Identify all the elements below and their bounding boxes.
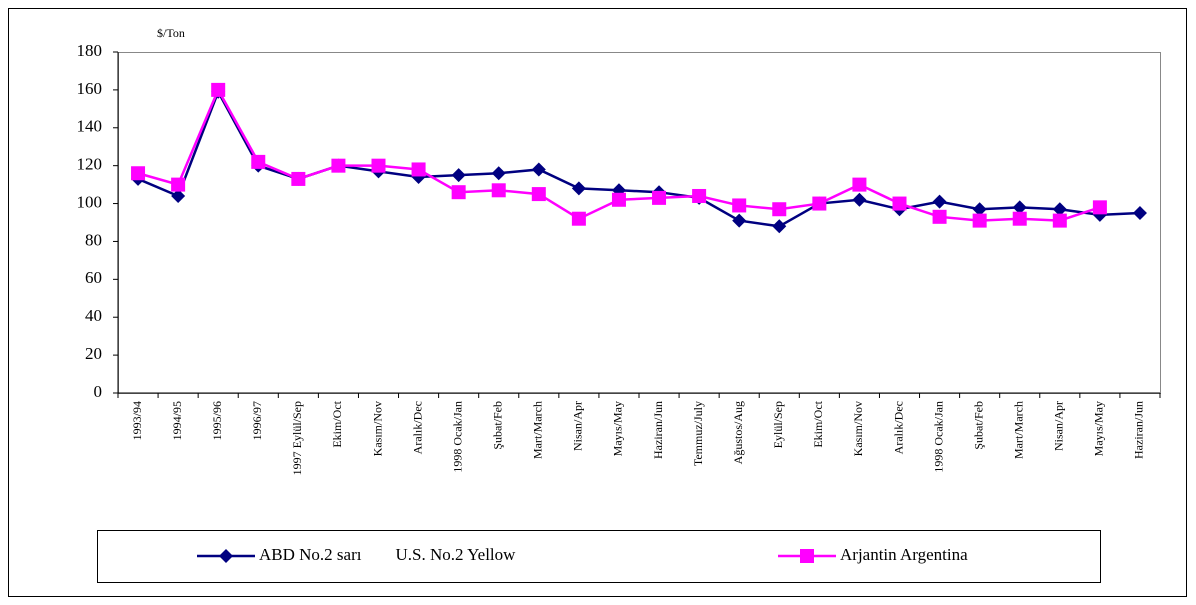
point bbox=[1132, 206, 1147, 221]
x-tick-label: Eylül/Sep bbox=[771, 401, 785, 448]
point bbox=[932, 209, 947, 224]
y-tick-label: 20 bbox=[85, 344, 102, 363]
point bbox=[251, 154, 266, 169]
x-tick-label: Mart/March bbox=[1011, 401, 1025, 459]
point bbox=[171, 177, 186, 192]
y-tick-label: 160 bbox=[77, 79, 103, 98]
legend-marker bbox=[219, 549, 233, 563]
point bbox=[932, 194, 947, 209]
x-tick-label: Ağustos/Aug bbox=[731, 401, 745, 464]
y-tick-label: 60 bbox=[85, 268, 102, 287]
point bbox=[1092, 200, 1107, 215]
y-tick-label: 0 bbox=[94, 382, 103, 401]
x-tick-label: 1994/95 bbox=[170, 401, 184, 440]
point bbox=[692, 188, 707, 203]
point bbox=[972, 202, 987, 217]
point bbox=[131, 166, 146, 181]
point bbox=[812, 196, 827, 211]
point bbox=[1012, 211, 1027, 226]
point bbox=[491, 166, 506, 181]
point bbox=[732, 213, 747, 228]
x-tick-label: Mayıs/May bbox=[1092, 401, 1106, 456]
point bbox=[892, 196, 907, 211]
y-tick-label: 80 bbox=[85, 230, 102, 249]
chart-frame bbox=[8, 8, 1187, 597]
x-tick-label: 1998 Ocak/Jan bbox=[450, 401, 464, 473]
y-tick-label: 100 bbox=[77, 192, 103, 211]
point bbox=[652, 190, 667, 205]
x-tick-label: Şubat/Feb bbox=[971, 401, 985, 450]
point bbox=[852, 177, 867, 192]
x-tick-label: Şubat/Feb bbox=[490, 401, 504, 450]
point bbox=[491, 183, 506, 198]
point bbox=[852, 192, 867, 207]
x-tick-label: 1996/97 bbox=[250, 401, 264, 440]
x-tick-label: Haziran/Jun bbox=[651, 401, 665, 459]
point bbox=[211, 82, 226, 97]
point bbox=[171, 188, 186, 203]
point bbox=[331, 158, 346, 173]
y-tick-label: 140 bbox=[77, 117, 103, 136]
x-tick-label: Temmuz/July bbox=[691, 401, 705, 466]
x-tick-label: Aralık/Dec bbox=[891, 401, 905, 454]
x-tick-label: 1995/96 bbox=[210, 401, 224, 440]
point bbox=[1052, 202, 1067, 217]
legend-label: ABD No.2 sarı U.S. No.2 Yellow bbox=[259, 545, 516, 564]
x-tick-label: Aralık/Dec bbox=[410, 401, 424, 454]
point bbox=[611, 192, 626, 207]
point bbox=[411, 162, 426, 177]
y-tick-label: 40 bbox=[85, 306, 102, 325]
point bbox=[571, 211, 586, 226]
y-tick-label: 120 bbox=[77, 155, 103, 174]
point bbox=[972, 213, 987, 228]
legend-marker bbox=[800, 549, 814, 563]
point bbox=[732, 198, 747, 213]
x-tick-label: Nisan/Apr bbox=[1052, 401, 1066, 451]
point bbox=[1052, 213, 1067, 228]
x-tick-label: Kasım/Nov bbox=[851, 401, 865, 456]
point bbox=[451, 168, 466, 183]
x-tick-label: Nisan/Apr bbox=[571, 401, 585, 451]
legend-label: Arjantin Argentina bbox=[840, 545, 968, 564]
legend bbox=[97, 530, 1101, 583]
unit-label: $/Ton bbox=[157, 26, 185, 40]
point bbox=[571, 181, 586, 196]
point bbox=[451, 185, 466, 200]
point bbox=[531, 187, 546, 202]
point bbox=[772, 219, 787, 234]
y-tick-label: 180 bbox=[77, 41, 103, 60]
x-tick-label: Mayıs/May bbox=[611, 401, 625, 456]
x-tick-label: Kasım/Nov bbox=[370, 401, 384, 456]
x-tick-label: 1993/94 bbox=[130, 401, 144, 440]
point bbox=[1012, 200, 1027, 215]
x-tick-label: 1997 Eylül/Sep bbox=[290, 401, 304, 475]
x-tick-label: Mart/March bbox=[531, 401, 545, 459]
x-tick-label: Haziran/Jun bbox=[1132, 401, 1146, 459]
x-tick-label: Ekim/Oct bbox=[330, 400, 344, 447]
point bbox=[531, 162, 546, 177]
x-tick-label: Ekim/Oct bbox=[811, 400, 825, 447]
point bbox=[291, 171, 306, 186]
x-tick-label: 1998 Ocak/Jan bbox=[931, 401, 945, 473]
point bbox=[371, 158, 386, 173]
point bbox=[772, 202, 787, 217]
